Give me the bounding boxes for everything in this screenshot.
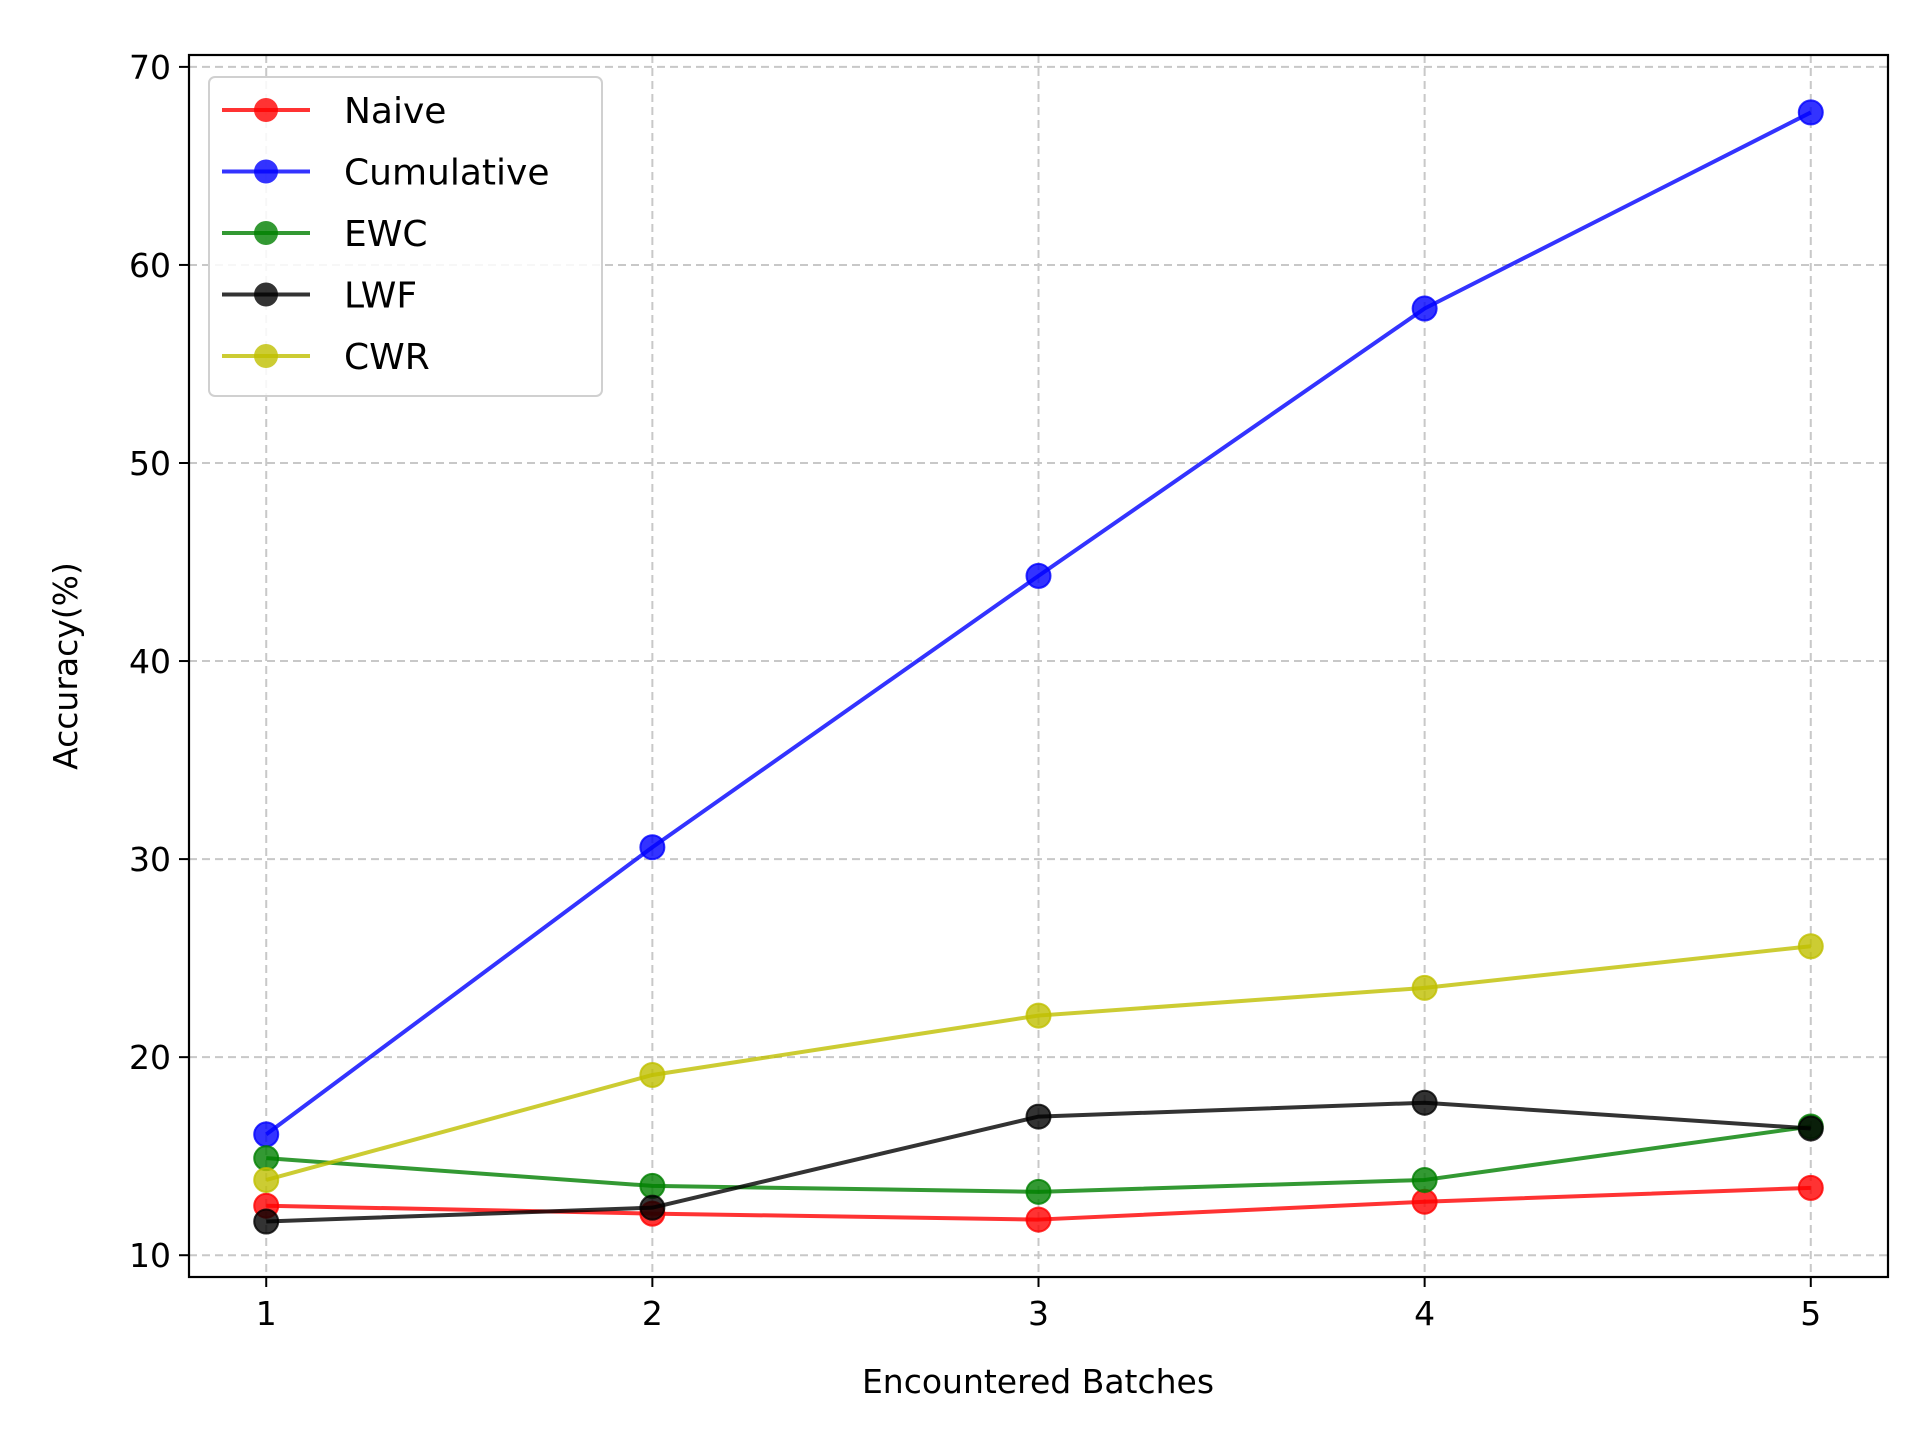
legend-item-ewc: EWC	[222, 214, 427, 255]
y-tick-label: 20	[129, 1038, 171, 1077]
series-lwf	[253, 1089, 1824, 1235]
legend-box	[208, 76, 603, 397]
legend-label: LWF	[344, 276, 417, 317]
data-point	[639, 834, 666, 861]
data-point	[639, 1194, 666, 1221]
x-tick-label: 1	[256, 1294, 277, 1333]
y-tick-label: 40	[129, 642, 171, 681]
y-tick-label: 50	[129, 444, 171, 483]
x-tick-label: 3	[1028, 1294, 1049, 1333]
data-point	[1797, 933, 1824, 960]
series-cumulative	[253, 99, 1824, 1148]
series-layer	[253, 99, 1824, 1235]
legend-label: Naive	[344, 91, 446, 132]
data-point	[639, 1172, 666, 1199]
data-point	[253, 1121, 280, 1148]
series-cwr	[253, 933, 1824, 1193]
data-point	[1025, 1206, 1052, 1233]
x-tick-label: 5	[1800, 1294, 1821, 1333]
data-point	[1411, 295, 1438, 322]
legend-item-lwf: LWF	[222, 276, 417, 317]
y-tick-label: 30	[129, 840, 171, 879]
legend-label: CWR	[344, 337, 430, 378]
data-point	[1411, 974, 1438, 1001]
series-ewc	[253, 1113, 1824, 1205]
data-point	[253, 1208, 280, 1235]
y-tick-label: 10	[129, 1236, 171, 1275]
data-point	[1025, 1103, 1052, 1130]
data-point	[1797, 1174, 1824, 1201]
y-tick-label: 70	[129, 48, 171, 87]
data-point	[1025, 562, 1052, 589]
x-tick-label: 4	[1414, 1294, 1435, 1333]
y-axis-label: Accuracy(%)	[46, 562, 85, 770]
legend-label: Cumulative	[344, 153, 549, 194]
y-tick-label: 60	[129, 246, 171, 285]
data-point	[253, 1145, 280, 1172]
legend-marker	[254, 221, 278, 245]
legend-items: Naive Cumulative EWC LWF CWR	[222, 91, 549, 378]
legend-marker	[254, 282, 278, 307]
legend-marker	[254, 344, 278, 368]
data-point	[1797, 1115, 1824, 1142]
data-point	[1025, 1002, 1052, 1029]
data-point	[639, 1061, 666, 1088]
data-point	[1411, 1188, 1438, 1215]
data-point	[1411, 1089, 1438, 1116]
x-axis-label: Encountered Batches	[862, 1362, 1214, 1401]
legend-item-cumulative: Cumulative	[222, 153, 549, 194]
ticks: 1 2 3 4 5 10 20 30 40 50 60 70	[129, 48, 1821, 1333]
x-tick-label: 2	[642, 1294, 663, 1333]
data-point	[1797, 99, 1824, 126]
legend-item-cwr: CWR	[222, 337, 430, 378]
data-point	[1411, 1166, 1438, 1193]
legend-marker	[254, 98, 278, 122]
legend-marker	[254, 159, 278, 184]
data-point	[1025, 1178, 1052, 1205]
legend-item-naive: Naive	[222, 91, 446, 132]
data-point	[253, 1166, 280, 1193]
legend-label: EWC	[344, 214, 427, 255]
legend: Naive Cumulative EWC LWF CWR	[208, 76, 603, 397]
